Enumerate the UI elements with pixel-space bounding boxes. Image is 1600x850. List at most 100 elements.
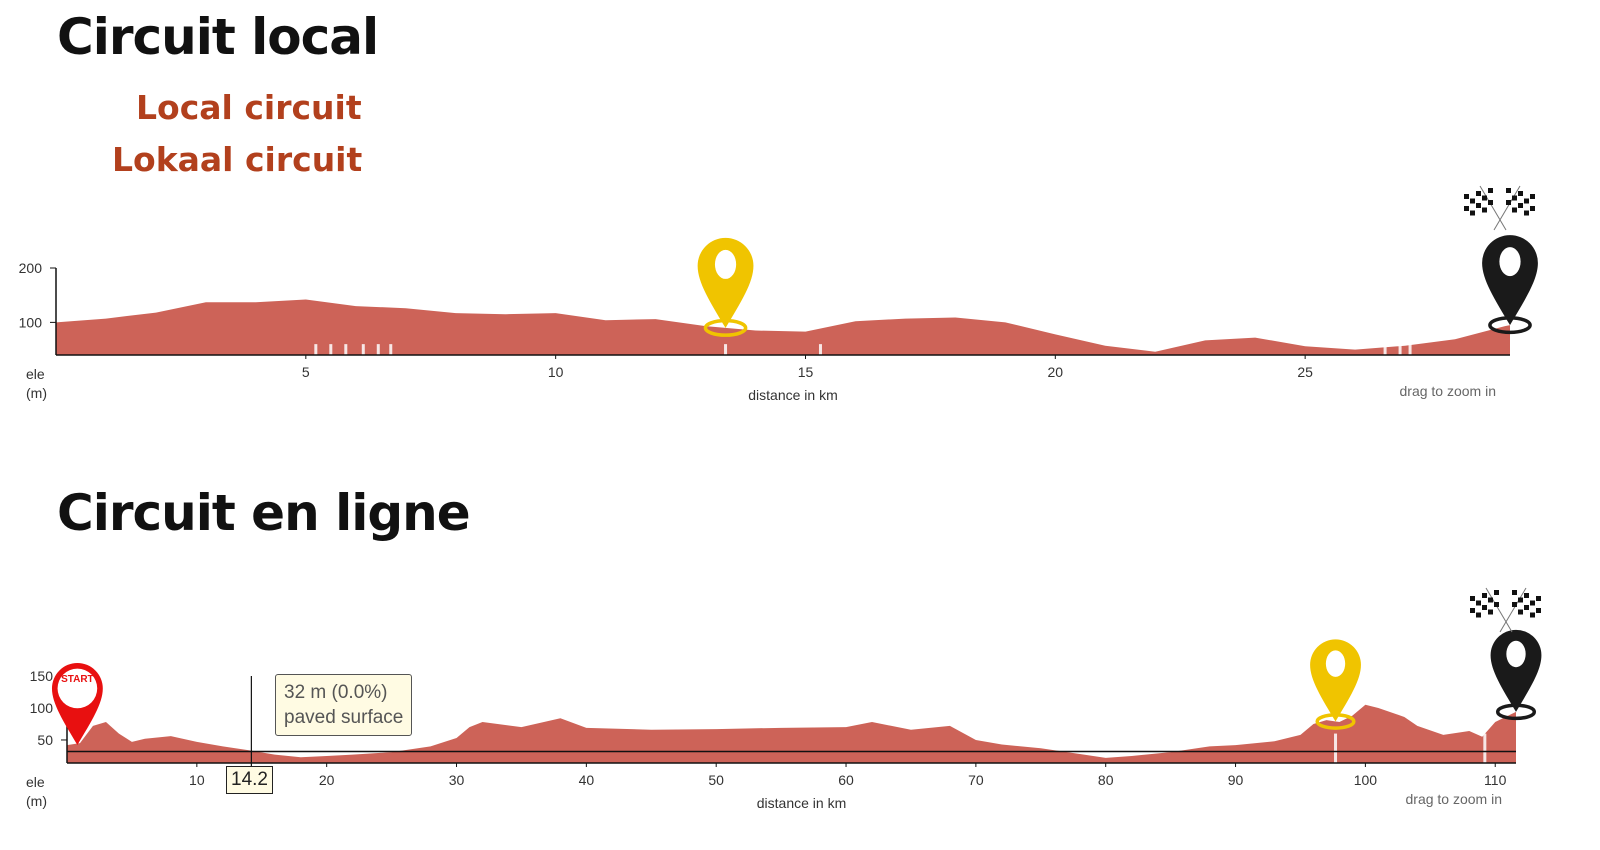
checkpoint-marker-icon-hole: [1325, 650, 1346, 677]
flag-check: [1506, 200, 1511, 205]
flag-pole: [1485, 587, 1513, 633]
flag-check: [1488, 200, 1493, 205]
flag-check: [1506, 188, 1511, 193]
x-tick-label: 20: [1048, 364, 1064, 380]
flag-check: [1512, 195, 1517, 201]
flag-check: [1488, 597, 1493, 603]
flag-check: [1482, 605, 1487, 610]
flag-pole: [1499, 587, 1527, 633]
flag-check: [1470, 596, 1475, 601]
x-tick-label: 10: [548, 364, 564, 380]
flag-check: [1494, 590, 1499, 595]
section1-subtitle-en: Local circuit: [136, 88, 362, 127]
flag-pole: [1479, 185, 1507, 231]
start-marker-icon-hole: [57, 668, 98, 709]
finish-marker-icon-hole: [1499, 247, 1521, 277]
flag-check: [1482, 207, 1487, 213]
checkered-flags-icon: [1470, 587, 1541, 633]
flag-check: [1518, 191, 1523, 196]
finish-marker-icon: [1482, 235, 1538, 335]
y-axis-unit: (m): [26, 385, 47, 401]
flag-check: [1476, 191, 1481, 196]
y-tick-label: 50: [37, 732, 53, 748]
flag-check: [1476, 600, 1481, 606]
flag-check: [1476, 612, 1481, 618]
flag-pole: [1493, 185, 1521, 231]
checkered-flags-icon: [1464, 185, 1535, 231]
elevation-area: [67, 704, 1516, 763]
x-tick-label: 50: [708, 772, 724, 788]
y-tick-label: 200: [19, 260, 43, 276]
flag-check: [1494, 602, 1499, 607]
finish-marker-icon-body: [1482, 235, 1538, 326]
checkpoint-marker-icon: [1310, 639, 1361, 730]
flag-check: [1470, 210, 1475, 216]
flag-check: [1482, 195, 1487, 201]
flag-check: [1476, 203, 1481, 208]
zoom-hint: drag to zoom in: [1400, 383, 1497, 399]
flag-check: [1512, 602, 1517, 607]
x-tick-label: 10: [189, 772, 205, 788]
section1-subtitle-nl: Lokaal circuit: [112, 140, 363, 179]
x-tick-label: 60: [838, 772, 854, 788]
y-tick-label: 150: [30, 668, 54, 684]
x-tick-label: 100: [1354, 772, 1378, 788]
zoom-hint: drag to zoom in: [1406, 791, 1503, 807]
y-axis-unit: (m): [26, 793, 47, 809]
section1-title: Circuit local: [57, 8, 379, 66]
finish-marker-icon-body: [1490, 629, 1542, 712]
y-tick-label: 100: [19, 314, 43, 330]
flag-check: [1536, 608, 1541, 613]
x-axis-label: distance in km: [748, 387, 837, 403]
flag-check: [1536, 596, 1541, 601]
x-tick-label: 15: [798, 364, 814, 380]
x-tick-label: 30: [449, 772, 465, 788]
flag-check: [1464, 206, 1469, 211]
flag-check: [1530, 612, 1535, 618]
finish-marker-icon-ring: [1488, 316, 1532, 335]
checkpoint-marker-icon-body: [697, 237, 754, 328]
flag-check: [1488, 609, 1493, 615]
x-tick-label: 80: [1098, 772, 1114, 788]
flag-check: [1530, 600, 1535, 606]
flag-check: [1464, 194, 1469, 199]
finish-marker-icon-ring: [1495, 703, 1537, 721]
elevation-area: [56, 299, 1510, 355]
flag-check: [1518, 203, 1523, 208]
finish-marker-icon: [1490, 629, 1542, 721]
flag-check: [1524, 198, 1529, 204]
x-tick-label: 70: [968, 772, 984, 788]
elevation-chart-local[interactable]: 100 200 5 10 15 20 25 ele (m) distance in km drag …: [0, 0, 1600, 430]
checkpoint-marker-icon-body: [1310, 639, 1361, 722]
y-tick-label: 100: [30, 700, 54, 716]
checkpoint-marker-icon-hole: [714, 249, 737, 279]
hover-tooltip: 32 m (0.0%) paved surface: [275, 674, 413, 736]
flag-check: [1488, 188, 1493, 193]
flag-check: [1524, 605, 1529, 610]
x-tick-label: 5: [302, 364, 310, 380]
checkpoint-marker-icon-ring: [703, 318, 748, 337]
checkpoint-marker-icon-ring: [1315, 713, 1356, 730]
flag-check: [1482, 593, 1487, 598]
start-label: START: [61, 674, 94, 685]
flag-check: [1518, 597, 1523, 603]
finish-marker-icon-hole: [1506, 640, 1526, 668]
start-marker-icon: START: [51, 663, 103, 745]
checkpoint-marker-icon: [697, 237, 754, 337]
flag-check: [1524, 210, 1529, 216]
flag-check: [1530, 194, 1535, 199]
x-tick-label: 110: [1484, 772, 1507, 788]
flag-check: [1518, 609, 1523, 615]
y-axis-label: ele: [26, 774, 45, 790]
flag-check: [1530, 206, 1535, 211]
x-tick-label: 25: [1297, 364, 1313, 380]
x-tick-label: 20: [319, 772, 335, 788]
flag-check: [1512, 207, 1517, 213]
flag-check: [1470, 608, 1475, 613]
x-tick-label: 40: [579, 772, 595, 788]
flag-check: [1524, 593, 1529, 598]
section2-title: Circuit en ligne: [57, 484, 471, 542]
y-axis-label: ele: [26, 366, 45, 382]
tooltip-elevation: 32 m (0.0%): [284, 682, 388, 703]
